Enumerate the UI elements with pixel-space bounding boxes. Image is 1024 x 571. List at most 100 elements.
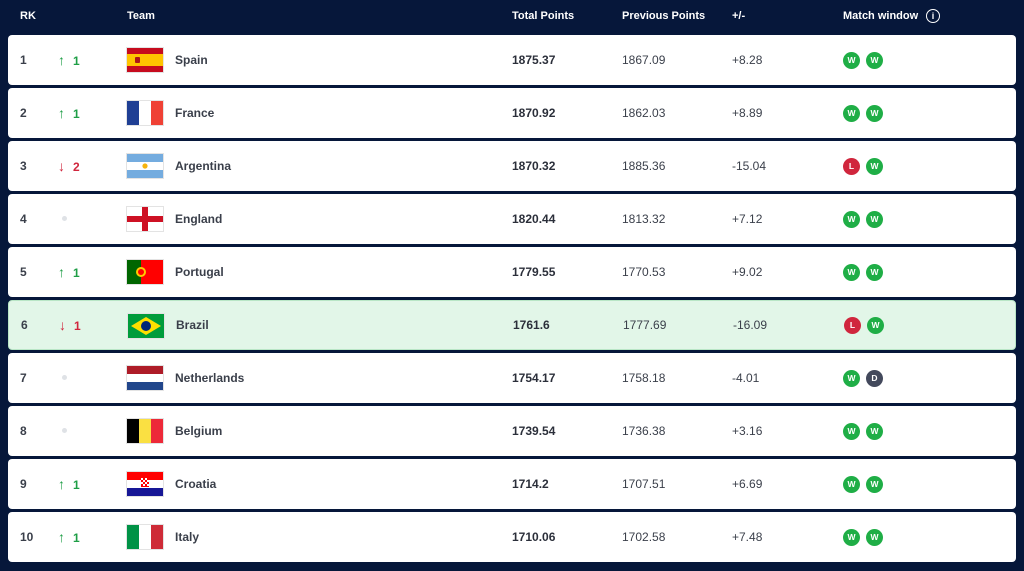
previous-points: 1707.51	[622, 477, 666, 491]
previous-points: 1777.69	[623, 318, 667, 332]
previous-points: 1770.53	[622, 265, 666, 279]
france-flag-icon	[127, 101, 163, 125]
croatia-flag-icon	[127, 472, 163, 496]
previous-points: 1758.18	[622, 371, 666, 385]
match-result-badge[interactable]: W	[843, 529, 860, 547]
rank-change-up: ↑ 1	[58, 247, 98, 297]
diff-column-header[interactable]: +/-	[732, 10, 746, 22]
previous-points-column-header[interactable]: Previous Points	[622, 10, 706, 22]
match-result-badge[interactable]: W	[843, 211, 860, 229]
arrow-up-icon: ↑	[58, 264, 65, 280]
team-name[interactable]: Belgium	[175, 424, 223, 438]
team-name[interactable]: France	[175, 106, 215, 120]
rank-change-value: 1	[74, 319, 81, 333]
points-diff: +8.89	[732, 106, 763, 120]
match-result-badge[interactable]: W	[843, 105, 860, 123]
rank-change-up: ↑ 1	[58, 459, 98, 509]
no-change-dot-icon	[62, 216, 67, 221]
rank-change-down: ↓ 2	[58, 141, 98, 191]
arrow-up-icon: ↑	[58, 105, 65, 121]
rank-column-header[interactable]: RK	[20, 10, 36, 22]
match-result-badge[interactable]: W	[843, 476, 860, 494]
spain-flag-icon	[127, 48, 163, 72]
total-points: 1779.55	[512, 265, 556, 279]
match-result-badge[interactable]: D	[866, 370, 883, 388]
table-header: RK Team Total Points Previous Points +/-…	[0, 0, 1024, 34]
team-name[interactable]: Brazil	[176, 318, 209, 332]
points-diff: -16.09	[733, 318, 768, 332]
info-icon[interactable]: i	[926, 9, 940, 23]
rank-change-up: ↑ 1	[58, 35, 98, 85]
match-result-badge[interactable]: W	[866, 158, 883, 176]
previous-points: 1702.58	[622, 530, 666, 544]
match-result-badge[interactable]: W	[843, 370, 860, 388]
match-result-badge[interactable]: W	[843, 423, 860, 441]
rank-number: 3	[20, 159, 27, 173]
no-change-dot-icon	[62, 375, 67, 380]
portugal-flag-icon	[127, 260, 163, 284]
rank-change-value: 1	[73, 531, 80, 545]
total-points: 1870.92	[512, 106, 556, 120]
points-diff: +7.12	[732, 212, 763, 226]
rank-change-value: 2	[73, 160, 80, 174]
team-name[interactable]: England	[175, 212, 223, 226]
team-name[interactable]: Italy	[175, 530, 200, 544]
match-result-badge[interactable]: W	[843, 52, 860, 70]
match-result-badge[interactable]: L	[843, 158, 860, 176]
rank-change-value: 1	[73, 107, 80, 121]
rank-number: 6	[21, 318, 28, 332]
rank-number: 7	[20, 371, 27, 385]
match-result-badge[interactable]: W	[843, 264, 860, 282]
total-points-column-header[interactable]: Total Points	[512, 10, 575, 22]
team-name[interactable]: Netherlands	[175, 371, 245, 385]
brazil-flag-icon	[128, 314, 164, 338]
rank-change-value: 1	[73, 478, 80, 492]
rank-number: 10	[20, 530, 34, 544]
match-result-badge[interactable]: W	[866, 529, 883, 547]
previous-points: 1813.32	[622, 212, 666, 226]
rank-change-none	[58, 194, 98, 244]
total-points: 1870.32	[512, 159, 556, 173]
rank-number: 5	[20, 265, 27, 279]
team-column-header[interactable]: Team	[127, 10, 155, 22]
rank-change-up: ↑ 1	[58, 88, 98, 138]
total-points: 1710.06	[512, 530, 556, 544]
match-result-badge[interactable]: W	[866, 105, 883, 123]
total-points: 1761.6	[513, 318, 550, 332]
match-window-column-header: Match window	[843, 10, 919, 22]
points-diff: +8.28	[732, 53, 763, 67]
match-result-badge[interactable]: W	[866, 52, 883, 70]
total-points: 1875.37	[512, 53, 556, 67]
match-result-badge[interactable]: W	[866, 476, 883, 494]
team-name[interactable]: Spain	[175, 53, 208, 67]
rank-number: 2	[20, 106, 27, 120]
team-name[interactable]: Croatia	[175, 477, 217, 491]
match-result-badge[interactable]: L	[844, 317, 861, 335]
match-result-badge[interactable]: W	[866, 211, 883, 229]
match-result-badge[interactable]: W	[866, 423, 883, 441]
match-result-badge[interactable]: W	[866, 264, 883, 282]
arrow-up-icon: ↑	[58, 52, 65, 68]
rank-change-down: ↓ 1	[59, 301, 99, 349]
points-diff: +3.16	[732, 424, 763, 438]
previous-points: 1885.36	[622, 159, 666, 173]
team-name[interactable]: Portugal	[175, 265, 224, 279]
match-result-badge[interactable]: W	[867, 317, 884, 335]
team-name[interactable]: Argentina	[175, 159, 232, 173]
england-flag-icon	[127, 207, 163, 231]
total-points: 1739.54	[512, 424, 556, 438]
